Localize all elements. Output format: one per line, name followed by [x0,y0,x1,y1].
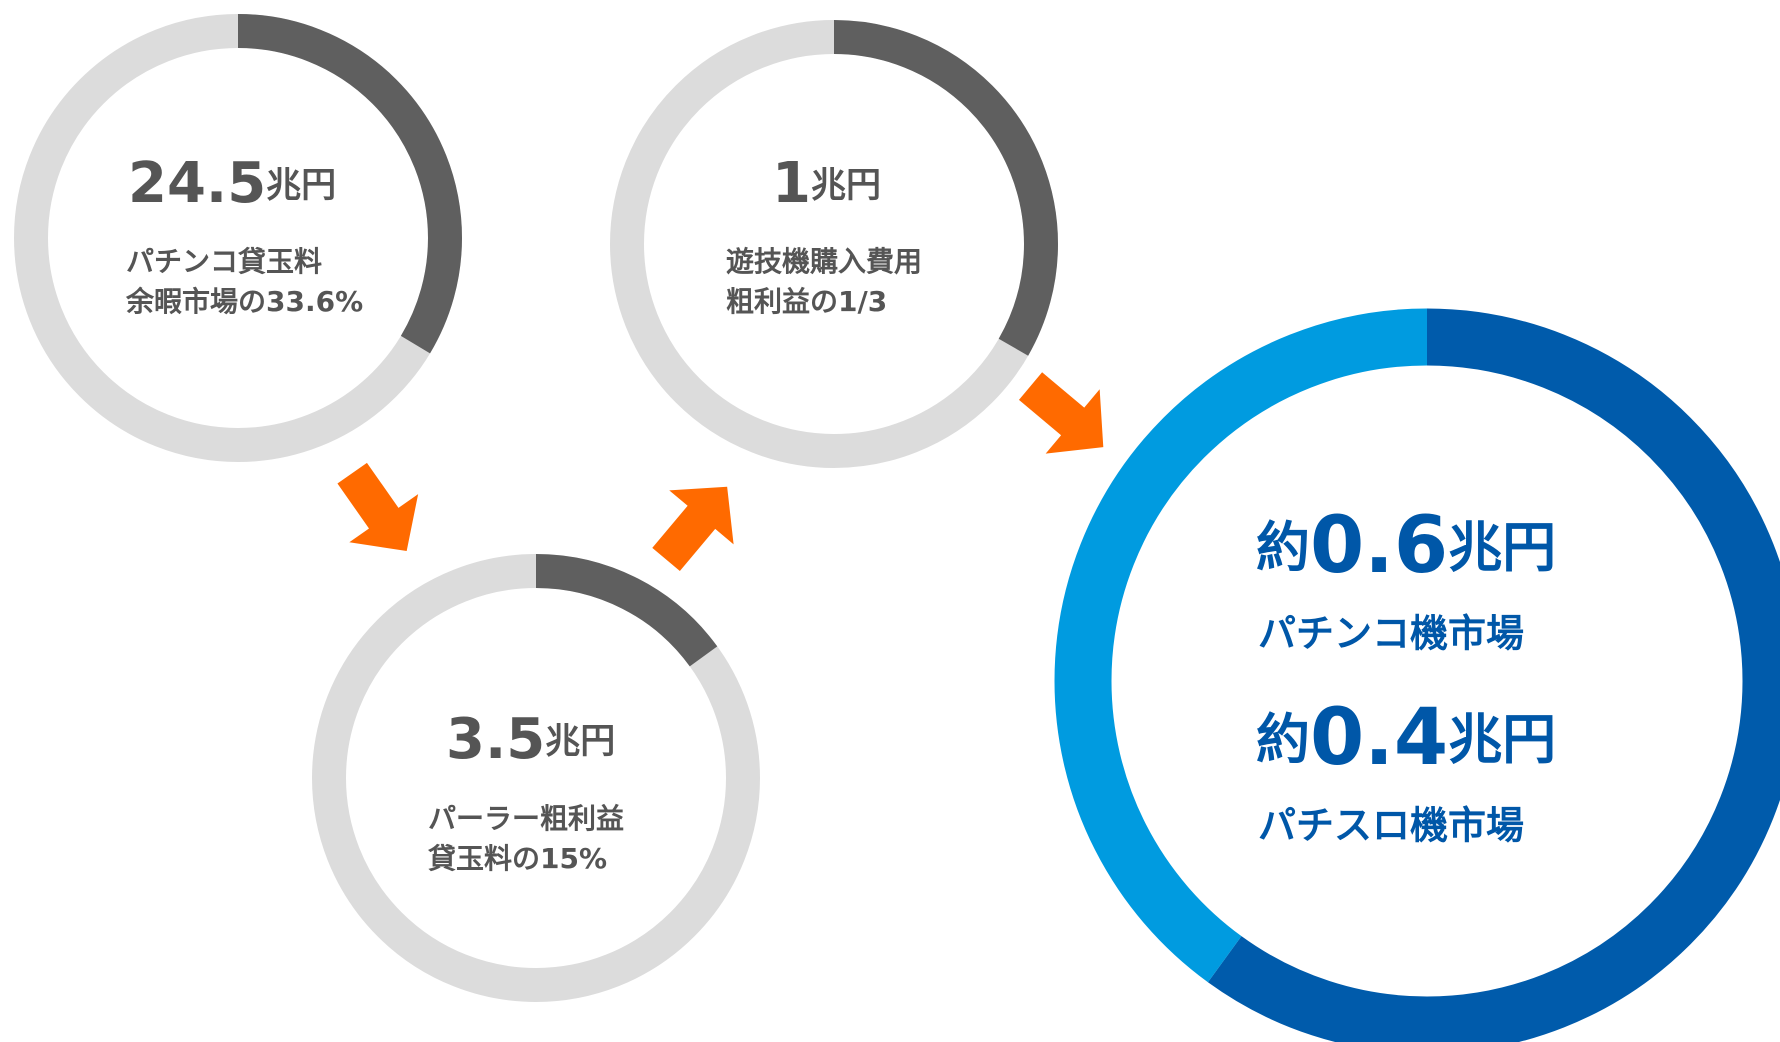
prefix: 約 [1256,708,1310,771]
amount-number: 3.5 [446,707,545,772]
ring-label: パーラー粗利益 [428,802,624,835]
ring-label: 貸玉料の15% [428,842,607,875]
amount-number: 24.5 [128,151,266,216]
arrow [337,462,419,551]
market-label: パチスロ機市場 [1258,804,1524,848]
amount-unit: 兆円 [1448,708,1556,771]
arrows [337,372,1104,572]
amount: 24.5兆円 [128,151,336,216]
market-amount: 約0.4兆円 [1256,693,1556,783]
market-label: パチンコ機市場 [1258,612,1524,656]
amount-unit: 兆円 [545,722,615,762]
amount-number: 0.4 [1310,693,1448,783]
ring-label: 余暇市場の33.6% [125,285,363,318]
amount: 3.5兆円 [446,707,615,772]
ring-segment [14,14,462,462]
ring-label: パチンコ貸玉料 [126,245,322,278]
ring-label: 粗利益の1/3 [726,285,887,318]
ring-label: 遊技機購入費用 [726,245,922,278]
ring-segment [1054,308,1780,1042]
amount-number: 1 [772,151,811,216]
amount-number: 0.6 [1310,501,1448,591]
amount-unit: 兆円 [1448,516,1556,579]
arrow [652,486,734,572]
market-amount: 約0.6兆円 [1256,501,1556,591]
arrow [1018,372,1104,454]
prefix: 約 [1256,516,1310,579]
ring-segment [312,554,760,1002]
ring-segment [610,20,1058,468]
amount-unit: 兆円 [811,166,881,206]
amount: 1兆円 [772,151,881,216]
amount-unit: 兆円 [266,166,336,206]
